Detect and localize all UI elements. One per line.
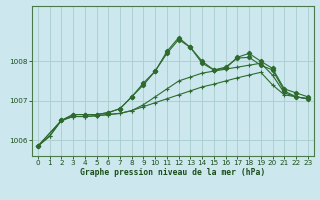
X-axis label: Graphe pression niveau de la mer (hPa): Graphe pression niveau de la mer (hPa) [80,168,265,177]
